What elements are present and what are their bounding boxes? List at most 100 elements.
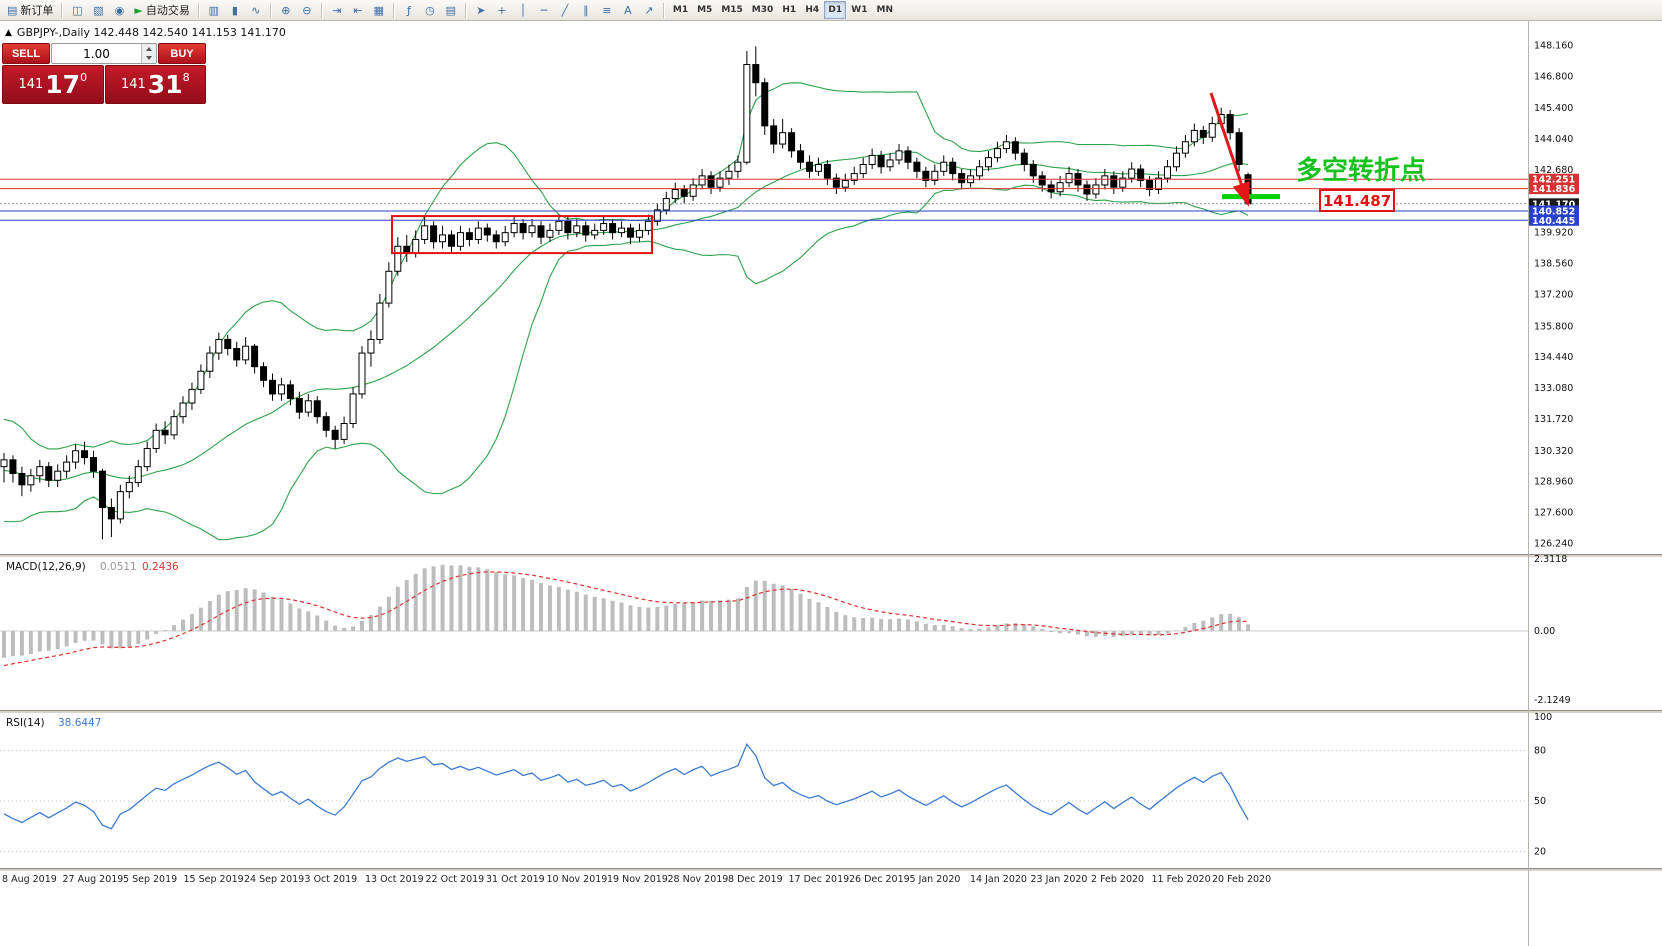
- tf-m1-label: M1: [672, 5, 689, 15]
- trendline-icon[interactable]: ╱: [555, 1, 575, 19]
- date-label: 10 Nov 2019: [547, 874, 608, 885]
- macd-axis-label: 0.00: [1534, 626, 1555, 637]
- crosshair-icon[interactable]: +: [492, 1, 512, 19]
- new-order-button[interactable]: ▤ 新订单: [3, 1, 57, 19]
- one-click-collapse-icon[interactable]: ▲: [5, 27, 12, 38]
- date-label: 31 Oct 2019: [486, 874, 545, 885]
- consolidation-box[interactable]: [391, 215, 653, 255]
- tile-windows-icon[interactable]: ▦: [369, 1, 389, 19]
- date-label: 23 Jan 2020: [1031, 874, 1088, 885]
- date-label: 19 Nov 2019: [607, 874, 668, 885]
- autotrading-button[interactable]: ► 自动交易: [130, 1, 193, 19]
- chart-background: [0, 21, 1662, 946]
- tf-h4-label: H4: [805, 5, 820, 15]
- rsi-axis-label: 20: [1534, 846, 1546, 857]
- price-chart-canvas[interactable]: 多空转折点 141.487 148.160 146.800 145.400 144.040…: [0, 21, 1662, 946]
- svg-text:140.445: 140.445: [1532, 216, 1575, 227]
- channel-icon[interactable]: ∥: [576, 1, 596, 19]
- zoom-out-icon-glyph: ⊖: [302, 3, 312, 17]
- macd-axis-label: 2.3118: [1534, 554, 1567, 565]
- vertical-line-icon[interactable]: │: [513, 1, 533, 19]
- rsi-axis-label: 80: [1534, 746, 1546, 757]
- new-chart-icon-glyph: ◫: [72, 3, 83, 17]
- indicators-icon[interactable]: ƒ: [399, 1, 419, 19]
- tf-m30[interactable]: M30: [748, 1, 777, 19]
- price-tag-140.852: [1529, 205, 1579, 217]
- date-label: 5 Sep 2019: [123, 874, 177, 885]
- sell-price-display[interactable]: 141 17 0: [2, 65, 104, 104]
- text-icon[interactable]: A: [618, 1, 638, 19]
- date-label: 3 Oct 2019: [305, 874, 358, 885]
- tf-h4[interactable]: H4: [801, 1, 823, 19]
- zoom-out-icon[interactable]: ⊖: [297, 1, 317, 19]
- tf-mn-label: MN: [876, 5, 893, 15]
- chart-title-line: ▲ GBPJPY-,Daily 142.448 142.540 141.153 …: [5, 26, 286, 39]
- periods-icon[interactable]: ◷: [420, 1, 440, 19]
- panel-separator-1[interactable]: [0, 554, 1662, 557]
- macd-main-value: 0.0511: [100, 561, 137, 573]
- buy-price-pips: 31: [147, 70, 183, 99]
- cursor-icon[interactable]: ➤: [471, 1, 491, 19]
- line-chart-icon[interactable]: ∿: [246, 1, 266, 19]
- chart-shift-icon[interactable]: ⇤: [348, 1, 368, 19]
- candlestick-chart-icon[interactable]: ▮: [225, 1, 245, 19]
- tf-m15[interactable]: M15: [717, 1, 746, 19]
- refresh-icon[interactable]: ◉: [109, 1, 129, 19]
- panel-separator-2[interactable]: [0, 710, 1662, 713]
- tf-d1[interactable]: D1: [824, 1, 847, 19]
- toolbar-separator: [197, 2, 200, 18]
- date-label: 20 Feb 2020: [1212, 874, 1271, 885]
- bar-chart-icon[interactable]: ▥: [204, 1, 224, 19]
- date-label: 17 Dec 2019: [789, 874, 850, 885]
- price-axis-label: 128.960: [1534, 477, 1573, 488]
- tf-h1-label: H1: [782, 5, 797, 15]
- price-tag-141.836: [1529, 183, 1579, 195]
- horizontal-line-icon-glyph: ─: [540, 3, 548, 17]
- price-axis-label: 130.320: [1534, 446, 1573, 457]
- svg-text:141.170: 141.170: [1532, 199, 1576, 210]
- price-callout-box[interactable]: [1319, 189, 1395, 212]
- horizontal-line-icon[interactable]: ─: [534, 1, 554, 19]
- tf-m1[interactable]: M1: [669, 1, 692, 19]
- price-tag-141.170: [1529, 198, 1579, 210]
- rsi-value: 38.6447: [58, 717, 101, 729]
- fibonacci-icon[interactable]: ≡: [597, 1, 617, 19]
- price-axis[interactable]: 148.160 146.800 145.400 144.040 142.680 139.9…: [1529, 41, 1579, 550]
- new-chart-icon[interactable]: ◫: [67, 1, 87, 19]
- volume-decrease-button[interactable]: [142, 53, 156, 63]
- turning-point-label: 多空转折点: [1296, 155, 1426, 186]
- volume-input[interactable]: [52, 44, 141, 63]
- tf-h1[interactable]: H1: [778, 1, 800, 19]
- auto-scroll-icon[interactable]: ⇥: [327, 1, 347, 19]
- periods-icon-glyph: ◷: [425, 3, 435, 17]
- trendline-icon-glyph: ╱: [561, 3, 569, 17]
- tf-w1[interactable]: W1: [847, 1, 871, 19]
- profiles-icon[interactable]: ▧: [88, 1, 108, 19]
- refresh-icon-glyph: ◉: [114, 3, 125, 17]
- tf-m5[interactable]: M5: [693, 1, 716, 19]
- support-highlight-line[interactable]: [1222, 194, 1280, 200]
- tf-mn[interactable]: MN: [872, 1, 897, 19]
- templates-icon[interactable]: ▤: [441, 1, 461, 19]
- bar-chart-icon-glyph: ▥: [208, 3, 220, 17]
- buy-price-display[interactable]: 141 31 8: [104, 65, 206, 104]
- macd-signal-value: 0.2436: [142, 561, 179, 573]
- price-axis-label: 142.680: [1534, 165, 1573, 176]
- date-axis[interactable]: 8 Aug 2019 27 Aug 2019 5 Sep 2019 15 Sep 20…: [2, 874, 1271, 885]
- price-axis-label: 135.800: [1534, 321, 1573, 332]
- toolbar-separator: [464, 2, 467, 18]
- bollinger-lower-band: [3, 184, 1249, 541]
- price-axis-label: 131.720: [1534, 414, 1573, 425]
- sell-button[interactable]: SELL: [2, 43, 50, 64]
- candles: [0, 46, 1252, 540]
- volume-increase-button[interactable]: [142, 44, 156, 54]
- zoom-in-icon[interactable]: ⊕: [276, 1, 296, 19]
- toolbar-separator: [269, 2, 272, 18]
- arrows-icon[interactable]: ↗: [639, 1, 659, 19]
- one-click-trading-panel: SELL BUY 141 17 0 141 31: [2, 43, 206, 104]
- svg-text:140.852: 140.852: [1532, 207, 1575, 218]
- trend-arrow[interactable]: [1209, 92, 1250, 207]
- buy-button[interactable]: BUY: [158, 43, 206, 64]
- sell-price-big: 141: [18, 77, 44, 92]
- panel-separator-3[interactable]: [0, 868, 1662, 871]
